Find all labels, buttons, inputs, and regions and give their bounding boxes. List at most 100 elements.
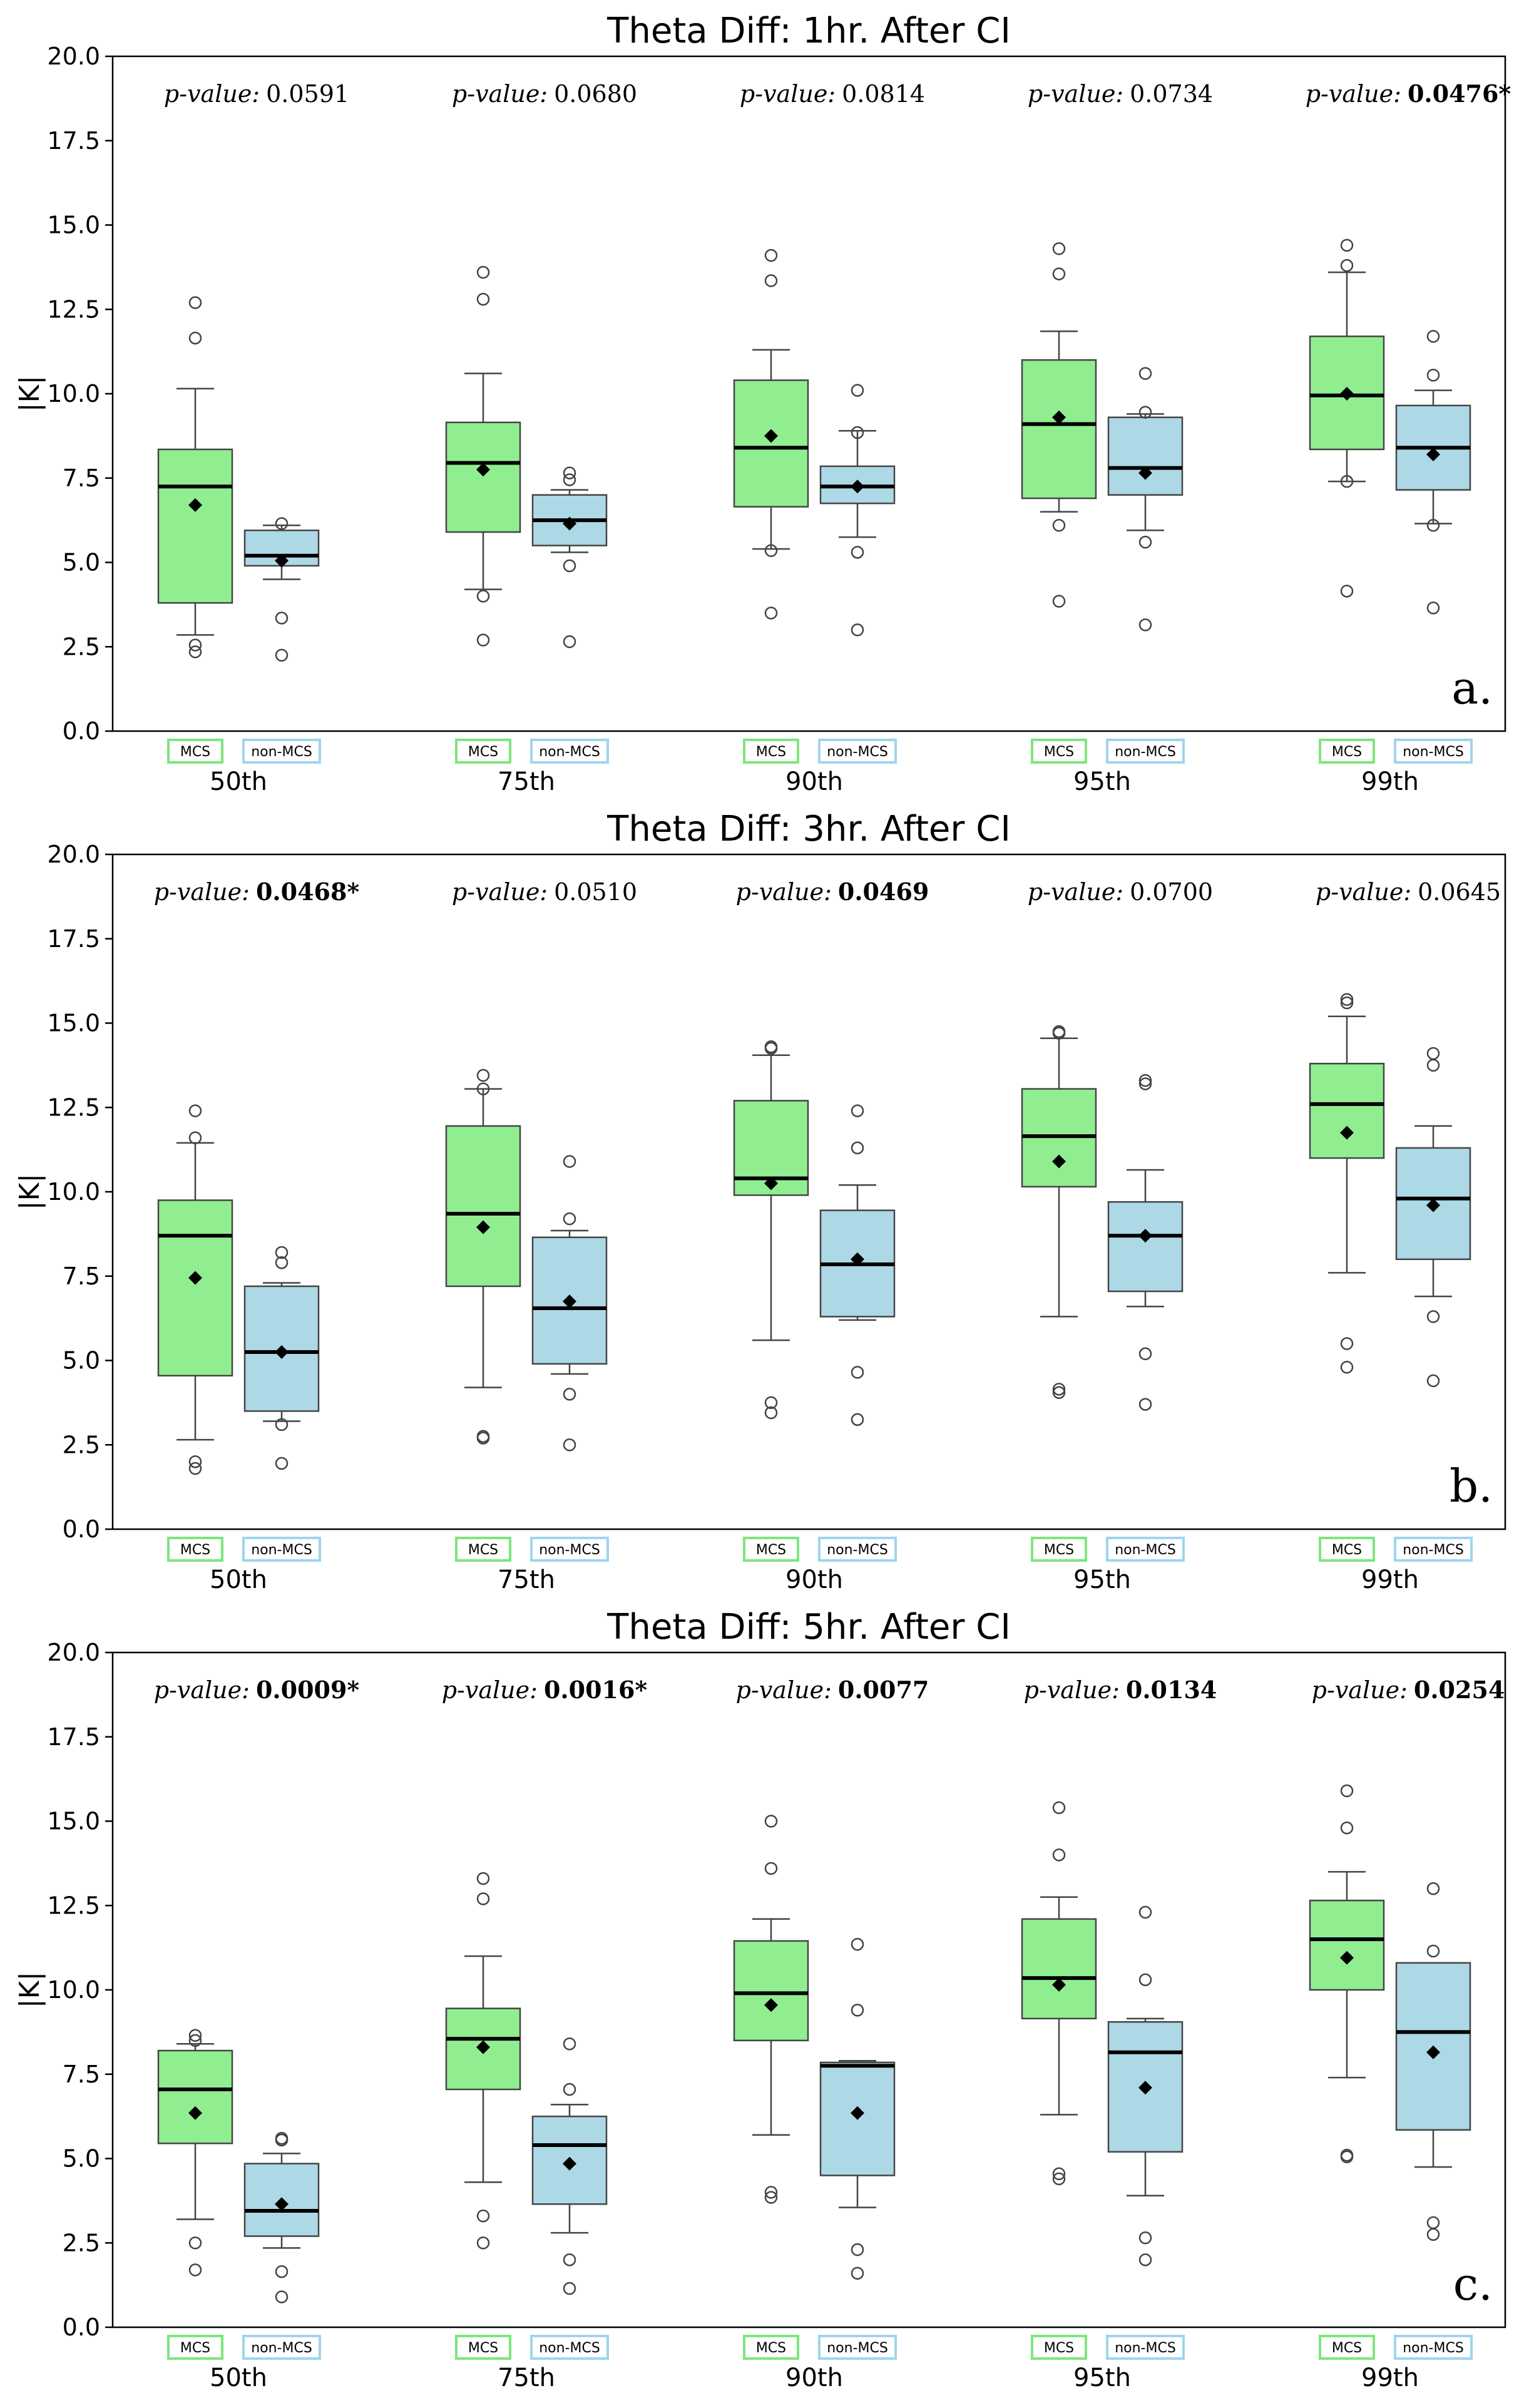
x-category-label: 75th [498,2364,555,2392]
p-value-number: 0.0476* [1408,79,1511,108]
box-mcs-50th [157,1104,233,1475]
outlier-point [851,623,864,637]
outlier-point [1426,1058,1440,1072]
group-chip-label: non-MCS [1115,1542,1176,1558]
outlier-point [1052,242,1066,255]
group-chip-label: MCS [756,2340,786,2356]
y-tick-label: 12.5 [47,1094,100,1121]
p-value-number: 0.0009* [256,1676,359,1704]
box-non-mcs-50th [243,1246,320,1470]
group-chip-label: MCS [1044,1542,1074,1558]
y-tick-label: 15.0 [47,1010,100,1037]
y-tick-label: 15.0 [47,1808,100,1835]
outlier-point [563,559,576,573]
p-value-number: 0.0734 [1130,80,1213,108]
x-category-label: 95th [1073,1565,1131,1594]
box-mcs-75th [445,1068,521,1445]
outlier-point [1052,267,1066,280]
outlier-point [1426,1882,1440,1895]
y-tick-label: 20.0 [47,43,100,70]
outlier-point [563,466,576,479]
outlier-point [188,645,202,658]
group-chip-label: MCS [468,2340,498,2356]
y-tick-label: 17.5 [47,127,100,155]
box-iqr [1107,416,1184,496]
outlier-point [476,292,490,306]
group-chip-label: MCS [756,1542,786,1558]
group-chip-label: MCS [180,744,210,760]
mean-marker [1340,1950,1354,1965]
group-chip-label: non-MCS [827,1542,888,1558]
outlier-point [563,2253,576,2267]
outlier-point [188,296,202,309]
group-chip-mcs [1031,739,1087,764]
x-category-label: 50th [210,767,267,796]
group-chip-label: MCS [1044,744,1074,760]
outlier-point [851,1937,864,1951]
box-non-mcs-99th [1395,330,1471,615]
plot-frame [111,853,1506,1530]
outlier-point [275,1418,289,1432]
x-category-label: 90th [785,1565,843,1594]
p-value-annotation: p-value: 0.0591 [164,80,349,108]
mean-marker [764,1998,778,2012]
outlier-point [476,2209,490,2223]
x-category-label: 50th [210,2364,267,2392]
outlier-point [1426,2228,1440,2241]
chart-title: Theta Diff: 1hr. After CI [606,11,1011,51]
group-chip-label: MCS [468,1542,498,1558]
outlier-point [764,1040,778,1053]
box-non-mcs-95th [1107,1905,1184,2267]
p-value-annotation: p-value: 0.0680 [452,80,637,108]
outlier-point [764,1815,778,1828]
box-iqr [445,1125,521,1288]
p-value-annotation: p-value: 0.0254 [1312,1676,1505,1704]
mean-marker [1138,1229,1152,1243]
outlier-point [1138,1973,1152,1987]
p-value-number: 0.0591 [266,80,349,108]
mean-marker [476,2040,490,2054]
p-value-number: 0.0016* [544,1676,647,1704]
y-tick-label: 0.0 [63,717,100,745]
y-tick-label: 12.5 [47,1892,100,1919]
y-tick-label: 5.0 [63,2145,100,2173]
group-chip-label: MCS [756,744,786,760]
outlier-point [275,2131,289,2145]
group-chip-non-mcs [1394,1537,1473,1562]
outlier-point [1426,1310,1440,1323]
p-value-label: p-value: [736,1676,832,1704]
y-tick-label: 2.5 [63,633,100,660]
p-value-number: 0.0645 [1418,878,1501,906]
y-tick-label: 15.0 [47,212,100,239]
box-non-mcs-90th [819,1937,896,2280]
y-axis-label: |K| [14,1972,46,2009]
outlier-point [1340,993,1354,1007]
mean-marker [851,1252,864,1266]
x-category-label: 99th [1361,767,1419,796]
x-category-label: 75th [498,1565,555,1594]
outlier-point [1426,2216,1440,2230]
group-chip-mcs [1031,2335,1087,2360]
box-non-mcs-95th [1107,1073,1184,1411]
mean-marker [764,429,778,443]
p-value-label: p-value: [452,878,548,906]
outlier-point [1052,1386,1066,1399]
outlier-point [476,1082,490,1095]
outlier-point [275,1457,289,1470]
chart-title: Theta Diff: 3hr. After CI [606,809,1011,849]
outlier-point [275,612,289,625]
outlier-point [275,2265,289,2278]
box-iqr [157,2049,233,2144]
mean-marker [563,2156,576,2171]
box-mcs-50th [157,2029,233,2277]
group-chip-non-mcs [1106,739,1185,764]
outlier-point [1340,996,1354,1010]
outlier-point [851,546,864,559]
group-chip-non-mcs [530,2335,609,2360]
group-chip-label: MCS [1044,2340,1074,2356]
x-category-label: 99th [1361,2364,1419,2392]
box-mcs-99th [1309,993,1385,1374]
outlier-point [764,2186,778,2199]
box-mcs-75th [445,1872,521,2250]
mean-marker [851,479,864,494]
